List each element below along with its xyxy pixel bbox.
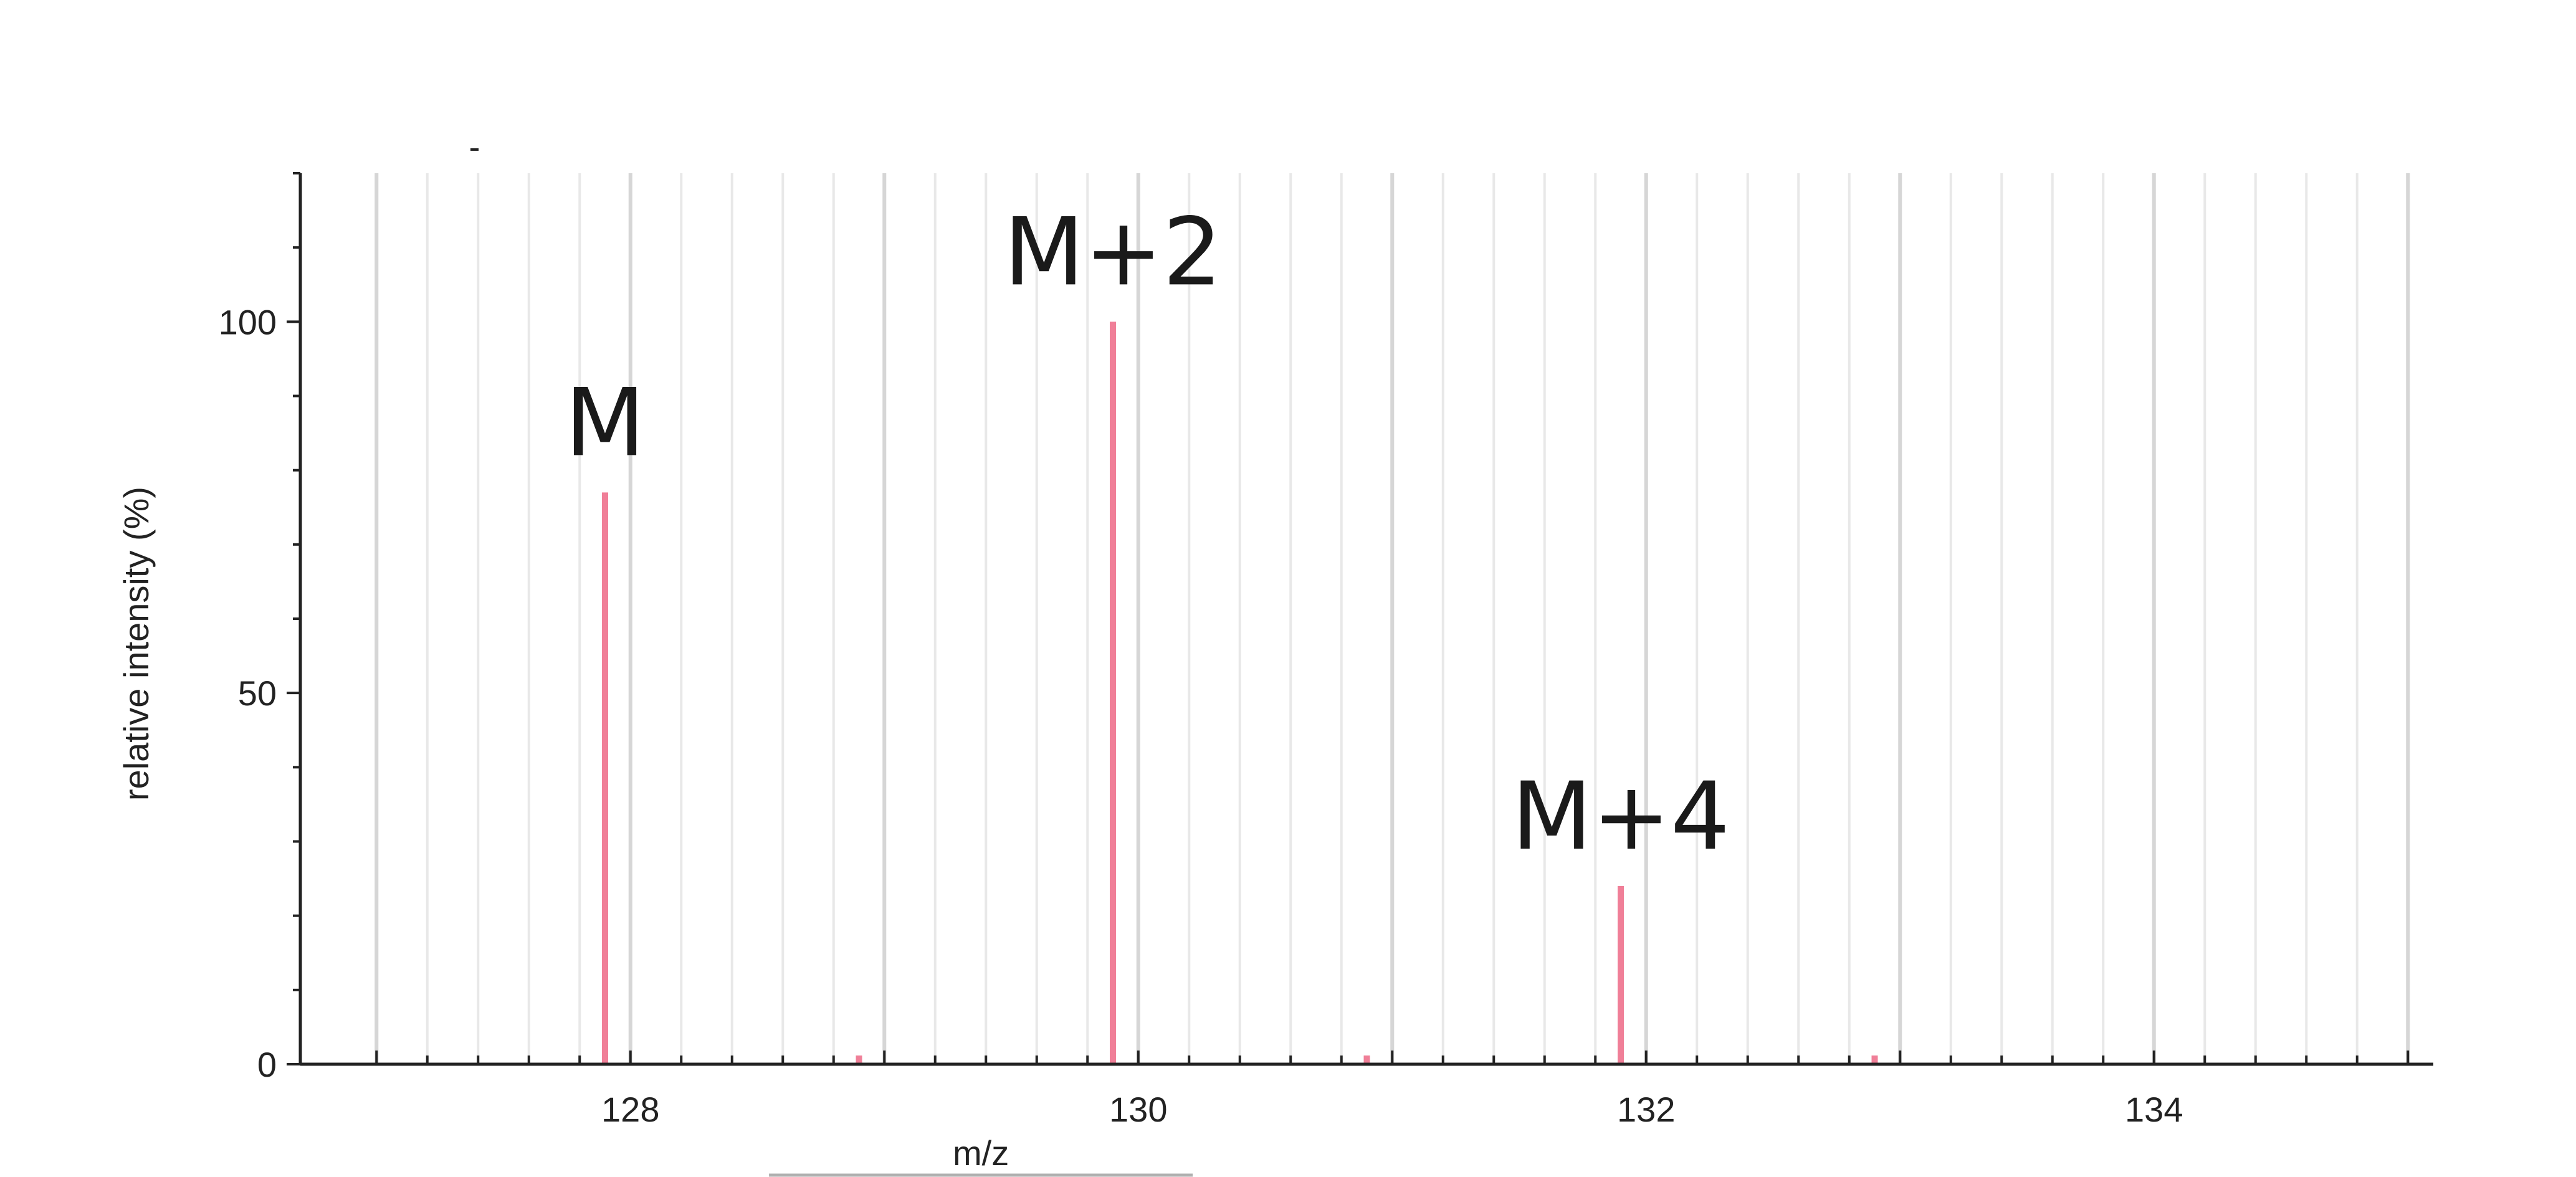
y-tick-label: 100 bbox=[219, 302, 277, 341]
y-tick-label: 50 bbox=[238, 674, 277, 713]
y-tick-label: 0 bbox=[257, 1045, 277, 1084]
peak-annotation: M+4 bbox=[1512, 763, 1730, 871]
x-tick-label: 132 bbox=[1617, 1090, 1675, 1129]
x-tick-label: 128 bbox=[601, 1090, 659, 1129]
y-axis-title: relative intensity (%) bbox=[117, 487, 156, 801]
axis-ticks bbox=[287, 172, 2410, 1065]
vertical-gridlines bbox=[374, 173, 2410, 1064]
x-tick-label: 134 bbox=[2125, 1090, 2183, 1129]
x-axis-title: m/z bbox=[953, 1133, 1009, 1173]
x-tick-label: 130 bbox=[1109, 1090, 1167, 1129]
peak-annotations: M M+2 M+4 bbox=[565, 198, 1730, 871]
peak-annotation: M bbox=[565, 369, 645, 477]
spectrum-peaks bbox=[602, 322, 1878, 1064]
peak-annotation: M+2 bbox=[1004, 198, 1223, 307]
tick-labels: 128 130 132 134 0 50 100 bbox=[219, 302, 2183, 1129]
